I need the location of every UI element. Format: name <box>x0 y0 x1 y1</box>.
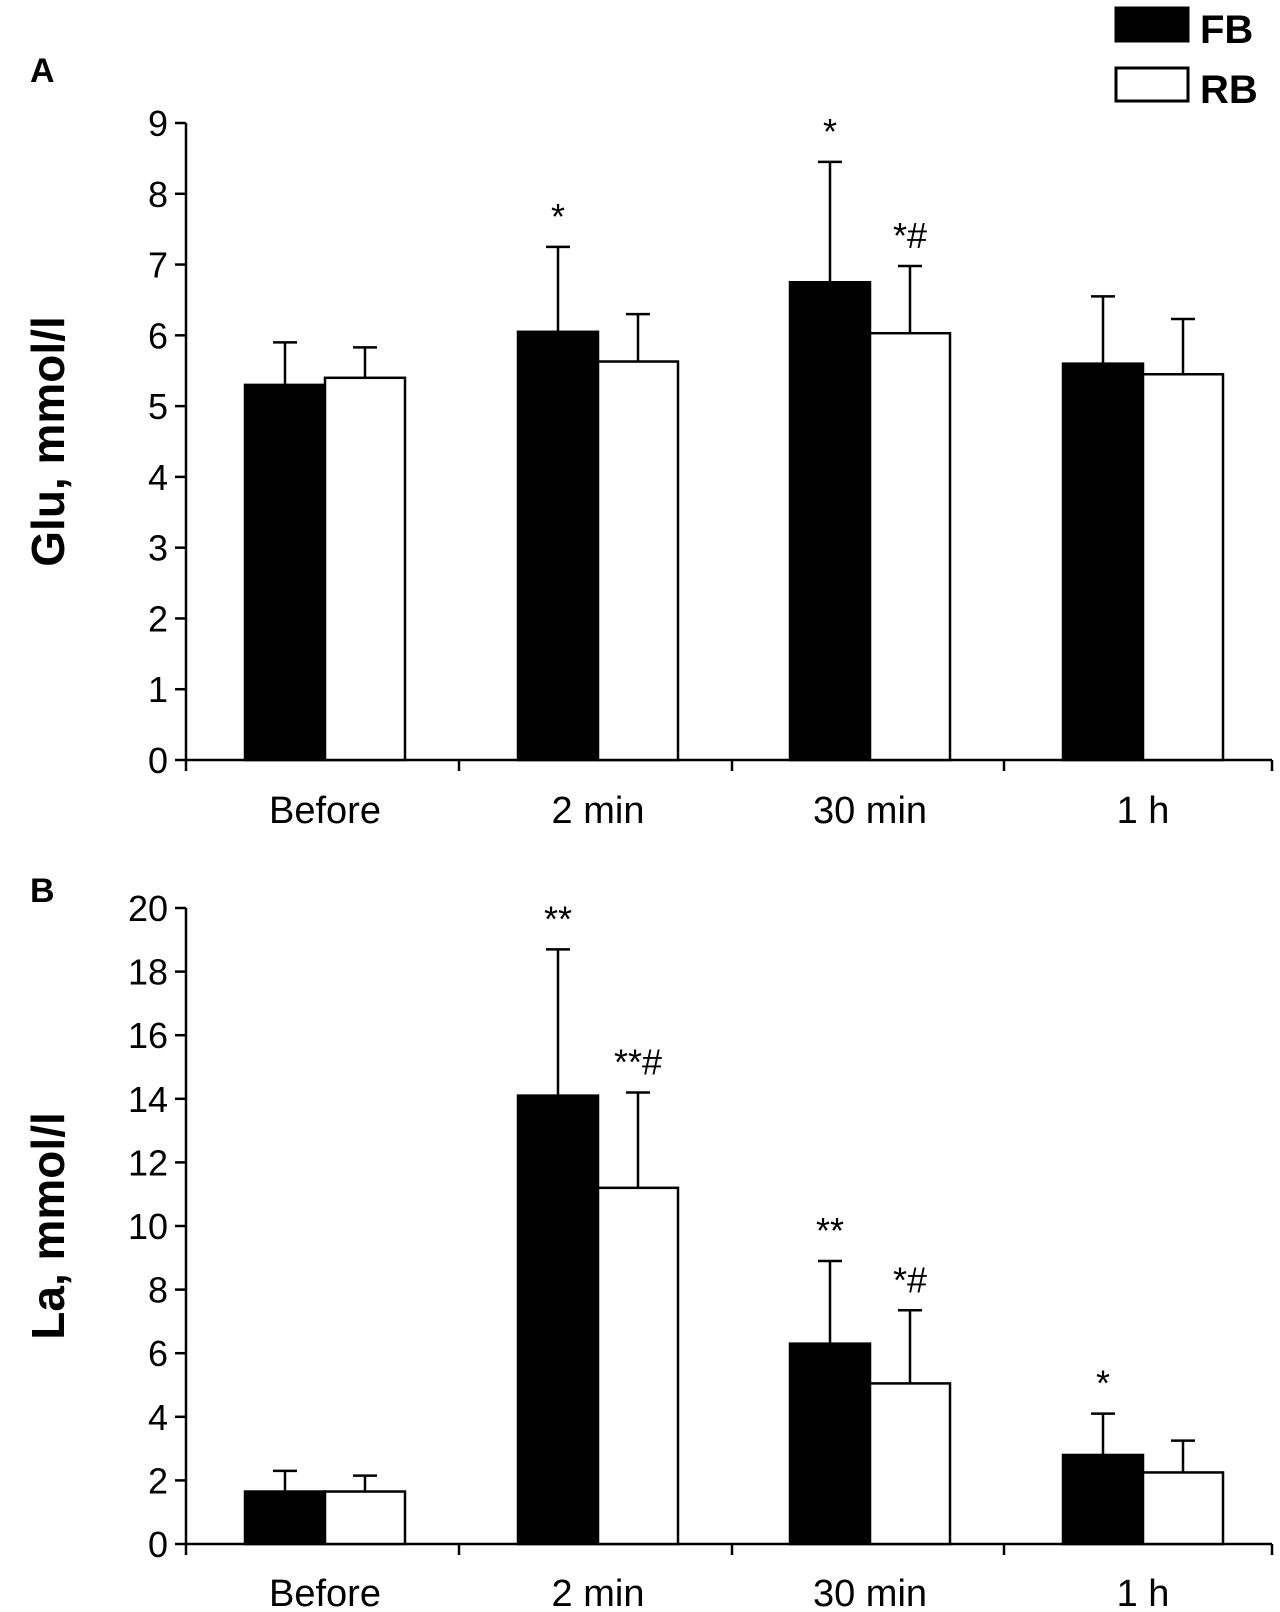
panel-b-bar-fb <box>516 1094 600 1546</box>
panel-a-bar-fb <box>243 383 327 762</box>
panel-b-significance-fb: * <box>1096 1363 1110 1404</box>
panel-b-significance-rb: *# <box>893 1259 927 1300</box>
panel-b-bar-fb <box>243 1490 327 1546</box>
panel-b-y-axis-title: La, mmol/l <box>22 1112 74 1339</box>
panel-a-bar-rb <box>1141 373 1225 762</box>
panel-b-bar-rb <box>868 1382 952 1546</box>
panel-b-significance-fb: ** <box>544 898 572 939</box>
panel-b-y-tick-label: 2 <box>148 1460 168 1501</box>
panel-b-significance-rb: **# <box>614 1041 662 1082</box>
panel-b-y-tick-label: 12 <box>128 1142 168 1183</box>
panel-a-y-tick-label: 6 <box>148 315 168 356</box>
legend-label-rb: RB <box>1200 68 1258 112</box>
panel-a-bar-rb <box>323 376 407 762</box>
panel-a-significance-fb: * <box>823 111 837 152</box>
panel-b-y-tick-label: 0 <box>148 1524 168 1565</box>
panel-b-label: B <box>30 872 55 910</box>
legend: FB RB <box>1114 6 1258 112</box>
panel-a-x-tick-label: 2 min <box>552 790 645 832</box>
panel-a-y-tick-label: 3 <box>148 528 168 569</box>
panel-a-y-tick-label: 7 <box>148 245 168 286</box>
panel-a: A Glu, mmol/l 0 1 2 3 4 5 6 7 8 9 Before 2 min 30 min 1… <box>22 52 1274 832</box>
legend-swatch-fb <box>1114 6 1190 43</box>
panel-b-bar-rb <box>1141 1471 1225 1546</box>
panel-b-x-tick-label: Before <box>269 1573 381 1612</box>
panel-b-y-tick-label: 8 <box>148 1270 168 1311</box>
legend-swatch-rb <box>1114 66 1190 103</box>
panel-a-y-axis-title: Glu, mmol/l <box>22 316 74 566</box>
panel-a-y-tick-label: 9 <box>148 103 168 144</box>
panel-b-y-tick-label: 18 <box>128 952 168 993</box>
panel-a-bar-rb <box>868 331 952 762</box>
panel-a-bar-fb <box>516 330 600 762</box>
panel-a-y-tick-label: 8 <box>148 174 168 215</box>
legend-label-fb: FB <box>1200 8 1253 52</box>
panel-a-significance-rb: *# <box>893 215 927 256</box>
panel-a-bar-fb <box>1061 362 1145 762</box>
panel-b-y-tick-label: 14 <box>128 1079 168 1120</box>
panel-b: B La, mmol/l 0 2 4 6 8 10 12 14 16 18 20 Before 2 min 3… <box>22 872 1274 1612</box>
panel-b-x-tick-label: 1 h <box>1117 1573 1170 1612</box>
panel-a-y-tick-label: 1 <box>148 669 168 710</box>
panel-b-significance-fb: ** <box>816 1210 844 1251</box>
panel-b-bar-fb <box>788 1342 872 1546</box>
panel-b-y-tick-label: 16 <box>128 1015 168 1056</box>
panel-b-y-tick-label: 10 <box>128 1206 168 1247</box>
panel-b-bar-fb <box>1061 1453 1145 1546</box>
panel-a-x-tick-label: Before <box>269 790 381 832</box>
panel-a-y-tick-label: 2 <box>148 598 168 639</box>
panel-a-y-tick-label: 4 <box>148 457 168 498</box>
panel-b-bar-rb <box>596 1186 680 1546</box>
panel-b-x-tick-label: 2 min <box>552 1573 645 1612</box>
panel-b-y-tick-label: 20 <box>128 888 168 929</box>
panel-a-x-tick-label: 1 h <box>1117 790 1170 832</box>
panel-b-y-tick-label: 6 <box>148 1333 168 1374</box>
panel-a-bar-fb <box>788 281 872 762</box>
panel-a-significance-fb: * <box>551 196 565 237</box>
panel-a-y-tick-label: 0 <box>148 740 168 781</box>
panel-a-label: A <box>30 52 55 90</box>
panel-a-y-tick-label: 5 <box>148 386 168 427</box>
panel-a-x-tick-label: 30 min <box>813 790 927 832</box>
panel-a-bar-rb <box>596 360 680 762</box>
panel-b-x-tick-label: 30 min <box>813 1573 927 1612</box>
panel-b-bar-rb <box>323 1490 407 1546</box>
panel-b-y-tick-label: 4 <box>148 1397 168 1438</box>
